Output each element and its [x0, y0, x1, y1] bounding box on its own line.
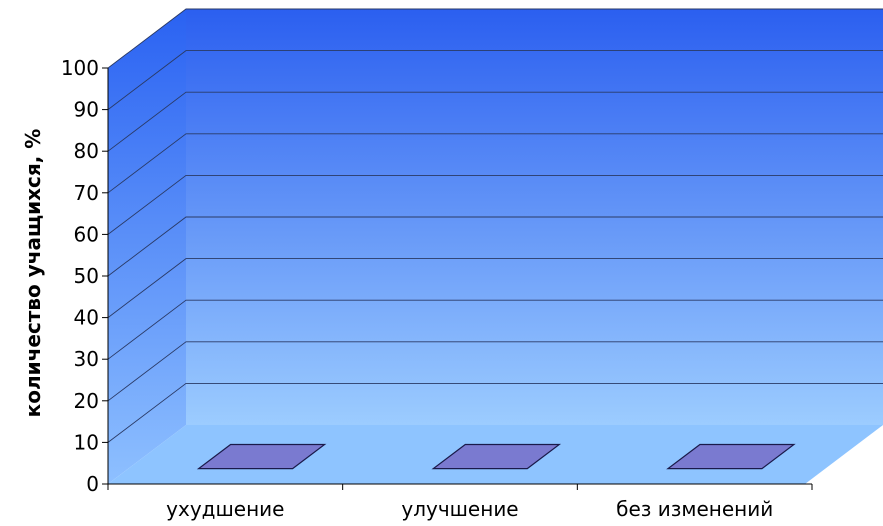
plot-area — [107, 8, 883, 484]
gridline — [107, 258, 883, 318]
gridline — [107, 216, 883, 277]
y-axis-title: количество учащихся, % — [21, 129, 45, 418]
bar-top — [431, 443, 562, 470]
y-tick-label: 0 — [86, 472, 99, 496]
bars — [196, 443, 796, 470]
gridline — [107, 174, 883, 235]
x-ticks — [107, 484, 813, 490]
y-tick-labels: 0 10 20 30 40 50 60 70 80 90 100 — [61, 56, 99, 496]
x-tick-label: улучшение — [401, 497, 518, 521]
x-tick-label: ухудшение — [166, 497, 284, 521]
x-tick-labels: ухудшение улучшение без изменений — [166, 497, 773, 521]
y-tick-label: 100 — [61, 56, 99, 80]
gridlines — [107, 8, 883, 443]
y-tick-label: 70 — [74, 181, 99, 205]
gridline — [107, 50, 883, 110]
y-tick-label: 80 — [74, 139, 99, 163]
bar-top — [196, 443, 327, 470]
y-tick-label: 20 — [74, 389, 99, 413]
gridline — [107, 299, 883, 360]
x-axis: ухудшение улучшение без изменений — [107, 483, 813, 521]
bar-top — [666, 443, 796, 470]
y-axis: 0 10 20 30 40 50 60 70 80 90 100 — [61, 56, 109, 496]
gridline — [107, 341, 883, 402]
y-tick-label: 60 — [74, 222, 99, 246]
y-ticks — [102, 67, 108, 485]
gridline — [107, 8, 883, 69]
gridline — [107, 133, 883, 194]
y-tick-label: 50 — [74, 264, 99, 288]
bar — [431, 443, 562, 470]
y-tick-label: 40 — [74, 306, 99, 330]
gridline — [107, 382, 883, 443]
bar — [196, 443, 327, 470]
x-tick-label: без изменений — [616, 497, 773, 521]
y-tick-label: 30 — [74, 347, 99, 371]
y-tick-label: 90 — [74, 98, 99, 122]
gridline — [107, 91, 883, 152]
y-tick-label: 10 — [74, 430, 99, 454]
bar — [666, 443, 796, 470]
